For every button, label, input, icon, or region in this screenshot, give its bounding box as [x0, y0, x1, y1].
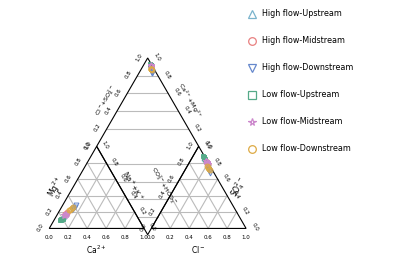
Text: 0.4: 0.4 [185, 235, 194, 240]
Text: SO$_4^{2-}$: SO$_4^{2-}$ [227, 174, 251, 200]
Text: 0.2: 0.2 [94, 123, 102, 133]
Text: 1.0: 1.0 [100, 140, 109, 150]
Text: 0.2: 0.2 [148, 206, 157, 216]
Text: 0.8: 0.8 [124, 70, 133, 80]
Text: 0.2: 0.2 [193, 123, 202, 133]
Text: High flow-Downstream: High flow-Downstream [262, 63, 354, 72]
Text: 0.2: 0.2 [138, 206, 147, 216]
Text: 0.8: 0.8 [74, 157, 83, 167]
Text: Na$^+$+K$^+$: Na$^+$+K$^+$ [120, 169, 146, 203]
Text: CO$_3^{2-}$+HCO$_3^-$: CO$_3^{2-}$+HCO$_3^-$ [148, 164, 179, 207]
Text: 0.4: 0.4 [55, 190, 64, 200]
Text: 1.0: 1.0 [83, 140, 92, 150]
Text: 1.0: 1.0 [186, 140, 195, 150]
Text: 0.8: 0.8 [213, 157, 221, 167]
Text: 0.2: 0.2 [64, 235, 73, 240]
Text: 0.8: 0.8 [223, 235, 231, 240]
Text: Ca$^{2+}$: Ca$^{2+}$ [87, 244, 107, 256]
Text: Low flow-Downstream: Low flow-Downstream [262, 145, 351, 153]
Text: 0.4: 0.4 [232, 190, 240, 200]
Text: 0.2: 0.2 [241, 206, 250, 216]
Text: 0.0: 0.0 [45, 235, 54, 240]
Text: 0.4: 0.4 [183, 105, 192, 115]
Text: Low flow-Midstream: Low flow-Midstream [262, 117, 343, 126]
Text: 0.4: 0.4 [104, 105, 113, 115]
Text: Mg$^{2+}$: Mg$^{2+}$ [45, 174, 69, 201]
Text: 0.6: 0.6 [114, 87, 123, 97]
Text: 1.0: 1.0 [140, 235, 148, 240]
Text: 0.0: 0.0 [83, 140, 92, 150]
Text: 0.2: 0.2 [46, 206, 54, 216]
Text: High flow-Upstream: High flow-Upstream [262, 9, 342, 18]
Text: 0.0: 0.0 [36, 222, 45, 233]
Text: 0.6: 0.6 [167, 173, 176, 183]
Text: 1.0: 1.0 [203, 140, 212, 150]
Text: 0.2: 0.2 [166, 235, 174, 240]
Text: 1.0: 1.0 [242, 235, 251, 240]
Text: Cl$^-$+SO$_4^{2-}$: Cl$^-$+SO$_4^{2-}$ [93, 83, 119, 118]
Text: 0.6: 0.6 [65, 173, 73, 183]
Text: High flow-Midstream: High flow-Midstream [262, 36, 345, 45]
Text: 0.4: 0.4 [129, 190, 138, 200]
Text: 0.8: 0.8 [121, 235, 130, 240]
Text: Ca$^{2+}$+Mg$^{2+}$: Ca$^{2+}$+Mg$^{2+}$ [175, 80, 204, 120]
Text: 0.6: 0.6 [204, 235, 213, 240]
Text: 0.0: 0.0 [148, 222, 156, 233]
Text: 0.6: 0.6 [102, 235, 111, 240]
Text: 0.6: 0.6 [172, 87, 181, 97]
Text: 0.4: 0.4 [83, 235, 91, 240]
Text: 0.8: 0.8 [162, 70, 171, 80]
Text: 0.4: 0.4 [158, 190, 167, 200]
Text: 0.0: 0.0 [251, 222, 259, 233]
Text: Cl$^-$: Cl$^-$ [191, 244, 206, 255]
Text: 1.0: 1.0 [152, 52, 161, 62]
Text: 0.8: 0.8 [110, 157, 118, 167]
Text: 0.0: 0.0 [147, 235, 156, 240]
Text: 0.6: 0.6 [119, 173, 128, 183]
Text: 0.8: 0.8 [177, 157, 186, 167]
Text: 1.0: 1.0 [134, 52, 143, 62]
Text: 0.0: 0.0 [203, 140, 212, 150]
Text: 0.0: 0.0 [139, 222, 148, 233]
Text: 0.6: 0.6 [222, 173, 231, 183]
Text: Low flow-Upstream: Low flow-Upstream [262, 90, 340, 99]
